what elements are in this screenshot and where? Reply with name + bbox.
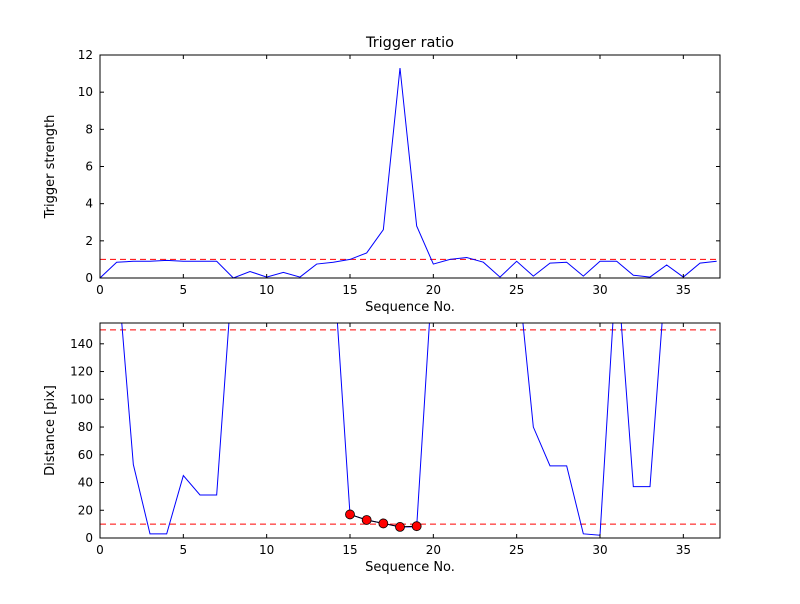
x-tick-label: 35 [676, 543, 691, 557]
y-tick-label: 10 [78, 85, 93, 99]
y-tick-label: 20 [78, 503, 93, 517]
tracked-points-marker [411, 521, 422, 532]
y-tick-label: 6 [85, 160, 93, 174]
x-tick-label: 10 [259, 543, 274, 557]
x-tick-label: 15 [342, 283, 357, 297]
y-tick-label: 80 [78, 420, 93, 434]
y-tick-label: 4 [85, 197, 93, 211]
x-tick-label: 25 [509, 283, 524, 297]
plot-area-1 [100, 323, 720, 536]
y-tick-label: 140 [70, 337, 93, 351]
x-tick-label: 15 [342, 543, 357, 557]
y-tick-label: 100 [70, 392, 93, 406]
plot-area-0 [100, 67, 720, 278]
y-tick-label: 40 [78, 476, 93, 490]
x-tick-label: 5 [180, 283, 188, 297]
x-tick-label: 20 [426, 543, 441, 557]
y-axis-label: Distance [pix] [43, 385, 58, 476]
axes-1: 0 5 10 15 20 25 30 35 0 20 40 60 80 100 120 140 Sequence… [43, 322, 721, 575]
tracked-points-marker [345, 509, 355, 520]
chart-title: Trigger ratio [365, 35, 454, 51]
tracked-points-marker [361, 515, 372, 525]
x-tick-label: 0 [96, 283, 104, 297]
x-tick-label: 20 [426, 283, 441, 297]
x-tick-label: 30 [592, 543, 607, 557]
axes-frame-1 [99, 322, 721, 539]
x-tick-label: 30 [592, 283, 607, 297]
x-tick-label: 35 [676, 283, 691, 297]
y-tick-label: 2 [85, 234, 93, 248]
x-tick-label: 5 [180, 543, 188, 557]
y-tick-label: 12 [78, 48, 93, 62]
y-tick-label: 0 [85, 531, 93, 545]
tracked-points-marker [378, 518, 389, 529]
x-tick-label: 25 [509, 543, 524, 557]
trigger-strength-line [100, 67, 717, 278]
y-tick-label: 0 [85, 271, 93, 285]
x-tick-label: 10 [259, 283, 274, 297]
x-axis-label: Sequence No. [365, 560, 455, 575]
x-tick-label: 0 [96, 543, 104, 557]
y-tick-label: 60 [78, 448, 93, 462]
axes-0: 0 5 10 15 20 25 30 35 0 2 4 6 8 10 12 Trigger ratio Sequ… [43, 35, 721, 315]
y-tick-label: 120 [70, 365, 93, 379]
x-axis-label: Sequence No. [365, 300, 455, 315]
y-tick-label: 8 [85, 122, 93, 136]
y-axis-label: Trigger strength [43, 115, 58, 220]
tracked-points-marker [395, 522, 405, 532]
